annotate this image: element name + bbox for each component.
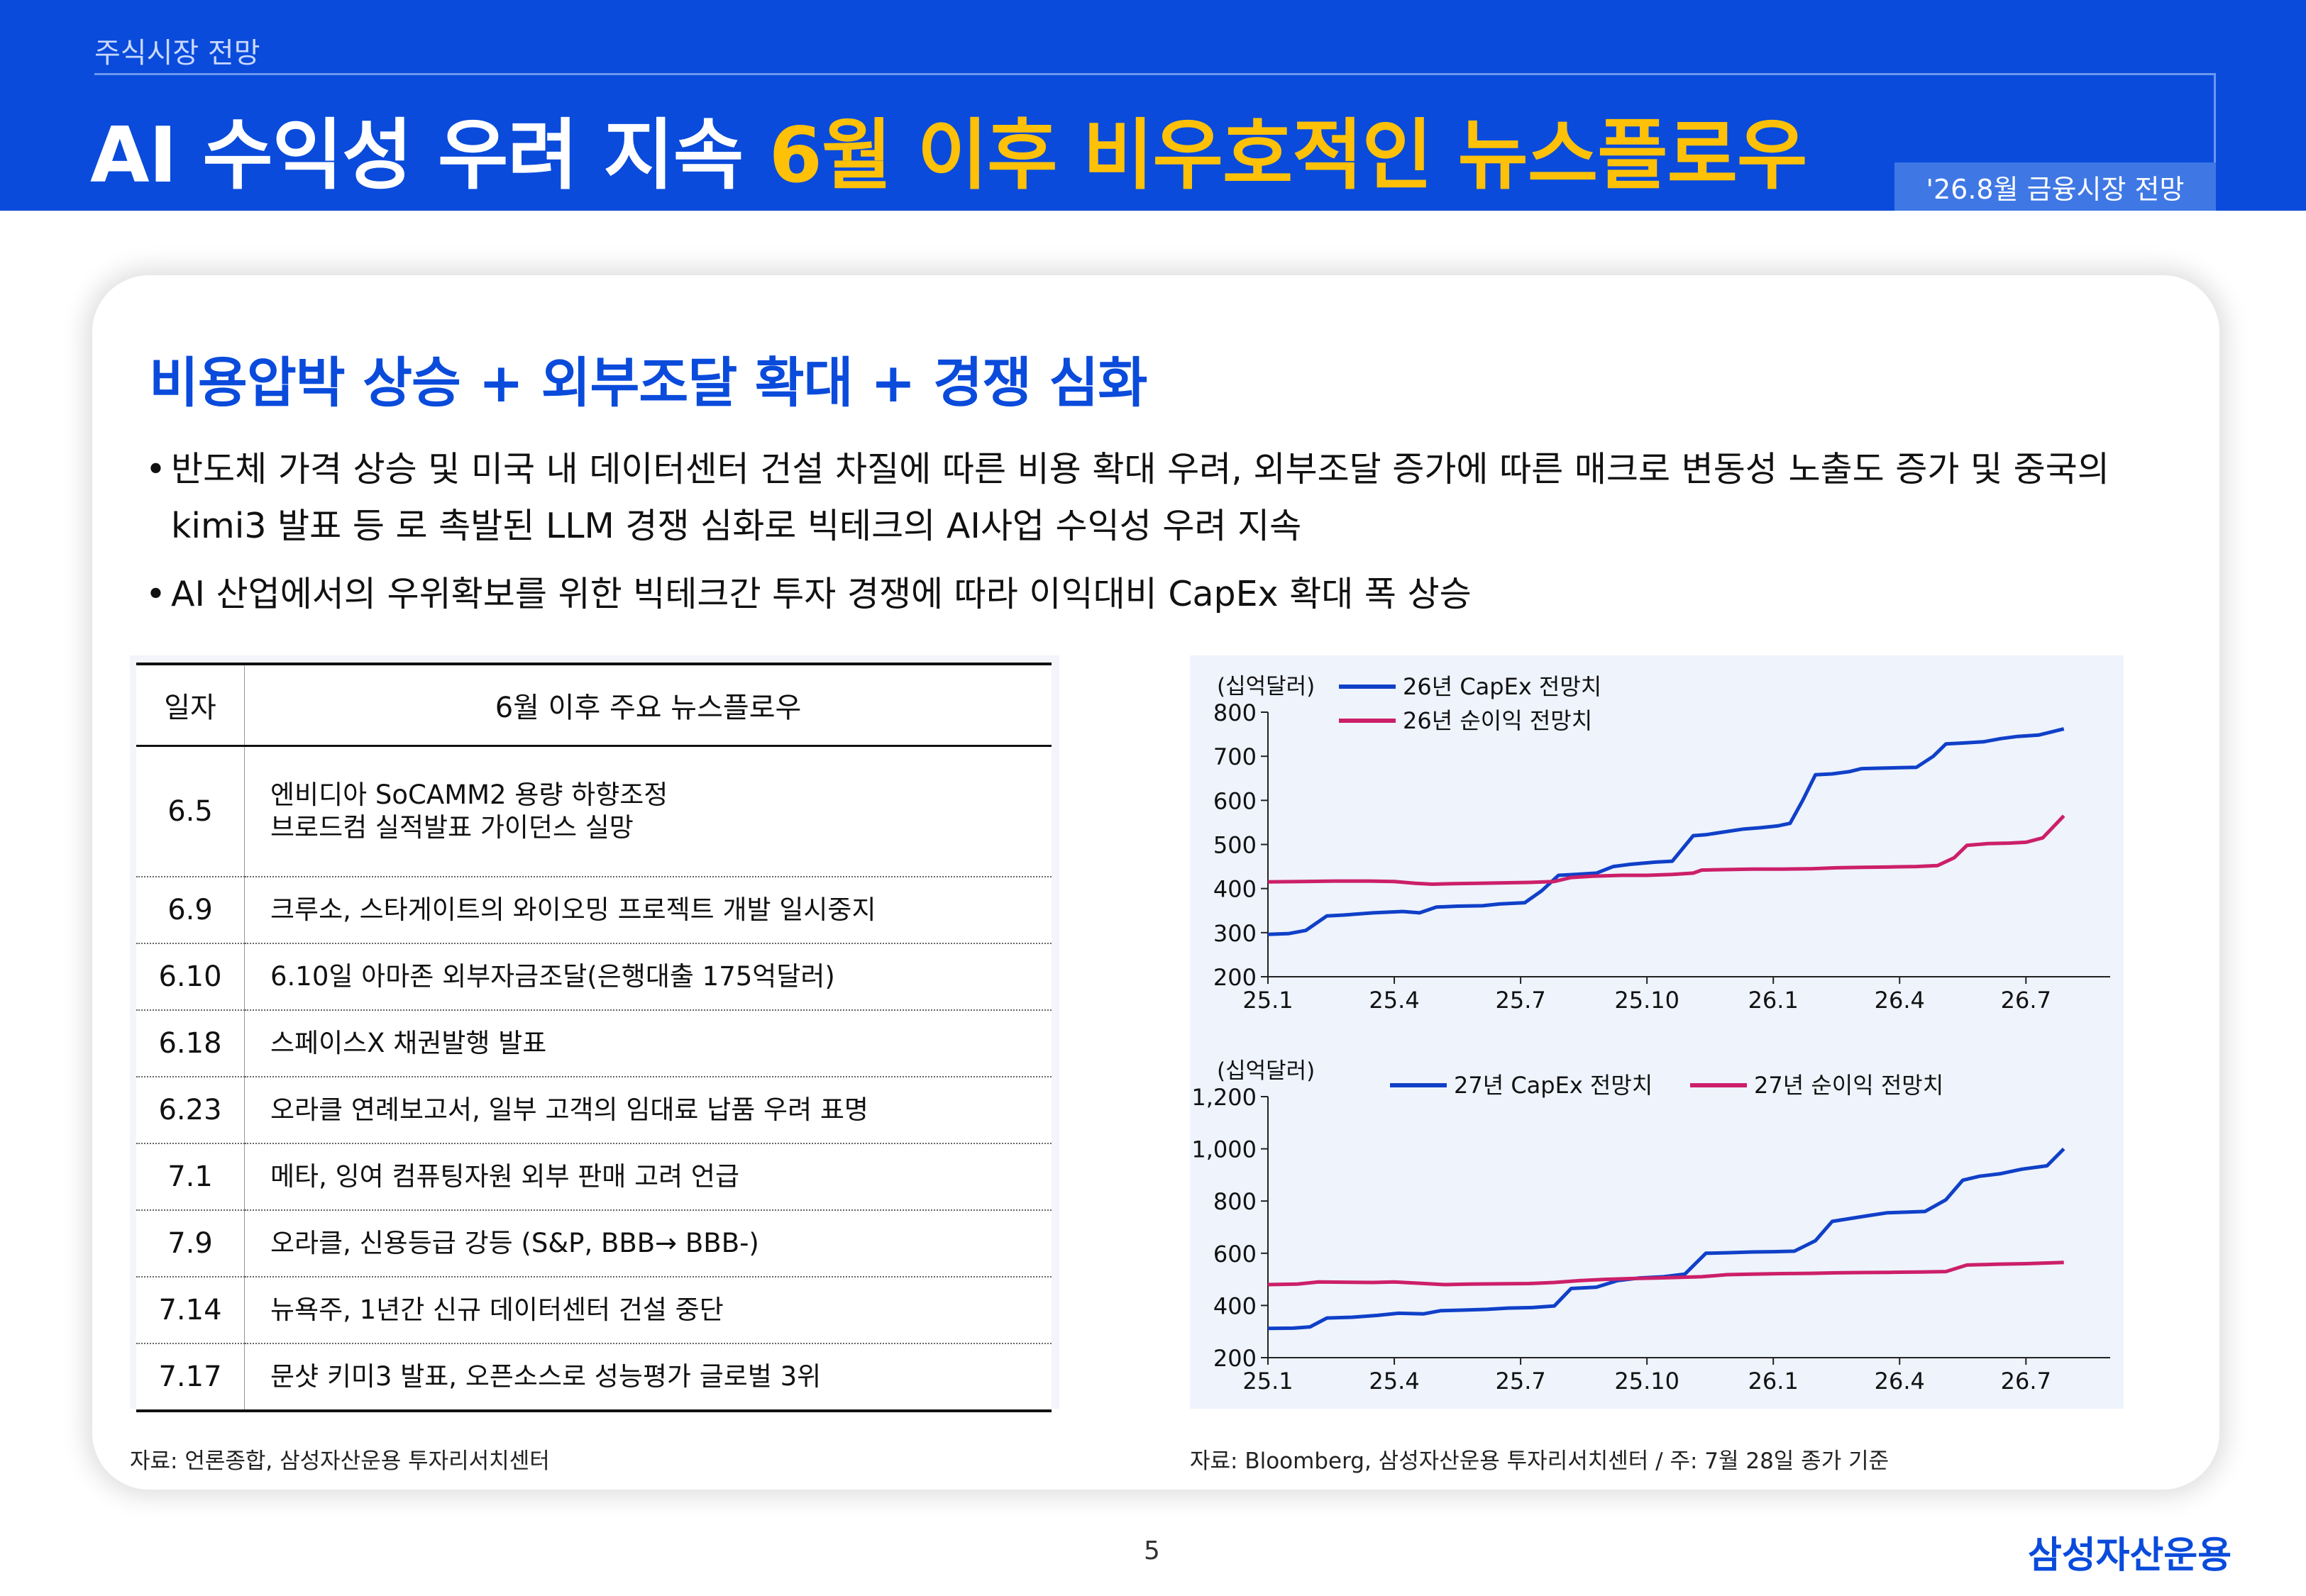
section-label: 주식시장 전망: [94, 37, 260, 70]
table-row: 7.9 오라클, 신용등급 강등 (S&P, BBB→ BBB-): [136, 1210, 1052, 1278]
row-date: 6.5: [136, 746, 245, 877]
table-row: 6.18 스페이스X 채권발행 발표: [136, 1010, 1052, 1077]
x-tick-label: 26.7: [2001, 987, 2051, 1014]
table-row: 6.5 엔비디아 SoCAMM2 용량 하향조정 브로드컴 실적발표 가이던스 …: [136, 746, 1052, 877]
header-divider: [94, 73, 2216, 75]
row-event: 오라클, 신용등급 강등 (S&P, BBB→ BBB-): [244, 1210, 1052, 1278]
x-tick-label: 26.4: [1875, 987, 1925, 1014]
y-tick-label: 300: [1213, 920, 1257, 947]
y-tick-label: 200: [1213, 1345, 1257, 1372]
row-event: 문샷 키미3 발표, 오픈소스로 성능평가 글로벌 3위: [244, 1343, 1052, 1412]
y-tick-label: 800: [1213, 699, 1257, 726]
header-divider-vertical: [2214, 73, 2216, 164]
company-logo: 삼성자산운용: [2028, 1534, 2232, 1577]
row-event: 오라클 연례보고서, 일부 고객의 임대료 납품 우려 표명: [244, 1077, 1052, 1144]
x-tick-label: 25.4: [1369, 1368, 1419, 1395]
y-tick-label: 500: [1213, 832, 1257, 859]
series-line: [1267, 1260, 2064, 1287]
row-date: 7.9: [136, 1210, 245, 1278]
row-event-line: 엔비디아 SoCAMM2 용량 하향조정: [270, 780, 668, 810]
table-header-row: 일자 6월 이후 주요 뉴스플로우: [136, 663, 1052, 747]
page-number: 5: [1144, 1536, 1160, 1565]
x-tick-label: 25.1: [1242, 987, 1293, 1014]
page-title-highlight: 6월 이후 비우호적인 뉴스플로우: [768, 111, 1808, 200]
legend-label: 26년 순이익 전망치: [1403, 707, 1592, 734]
bullet-item: 반도체 가격 상승 및 미국 내 데이터센터 건설 차질에 따른 비용 확대 우…: [145, 441, 2175, 555]
source-note-left: 자료: 언론종합, 삼성자산운용 투자리서치센터: [130, 1448, 550, 1474]
x-tick-label: 26.4: [1875, 1368, 1925, 1395]
table-row: 6.9 크루소, 스타게이트의 와이오밍 프로젝트 개발 일시중지: [136, 877, 1052, 944]
x-tick-label: 25.10: [1614, 1368, 1679, 1395]
y-tick-label: 200: [1213, 964, 1257, 991]
bullet-list: 반도체 가격 상승 및 미국 내 데이터센터 건설 차질에 따른 비용 확대 우…: [145, 441, 2175, 634]
column-header-news: 6월 이후 주요 뉴스플로우: [244, 663, 1052, 747]
section-headline: 비용압박 상승 + 외부조달 확대 + 경쟁 심화: [149, 351, 1147, 414]
y-tick-label: 400: [1213, 876, 1257, 903]
row-date: 6.18: [136, 1010, 245, 1077]
axis-unit-label: (십억달러): [1217, 1058, 1315, 1084]
series-line: [1267, 727, 2065, 936]
legend-label: 27년 순이익 전망치: [1754, 1072, 1943, 1099]
x-tick-label: 26.1: [1748, 987, 1799, 1014]
y-tick-label: 400: [1213, 1292, 1257, 1319]
row-date: 7.1: [136, 1143, 245, 1211]
source-note-right: 자료: Bloomberg, 삼성자산운용 투자리서치센터 / 주: 7월 28…: [1190, 1448, 1890, 1474]
legend-label: 26년 CapEx 전망치: [1403, 673, 1601, 700]
x-tick-label: 25.7: [1495, 987, 1545, 1014]
row-date: 7.14: [136, 1277, 245, 1344]
report-badge: '26.8월 금융시장 전망: [1894, 162, 2216, 211]
y-tick-label: 700: [1213, 743, 1257, 770]
y-tick-label: 600: [1213, 787, 1257, 814]
row-event: 6.10일 아마존 외부자금조달(은행대출 175억달러): [244, 943, 1052, 1011]
table-row: 6.23 오라클 연례보고서, 일부 고객의 임대료 납품 우려 표명: [136, 1077, 1052, 1144]
row-event: 스페이스X 채권발행 발표: [244, 1010, 1052, 1077]
capex-earnings-charts: 200 300 400 500 600 700 800 25.1 25.4 25.7 25.10 26…: [1191, 673, 2110, 1395]
row-date: 7.17: [136, 1343, 245, 1412]
row-event: 엔비디아 SoCAMM2 용량 하향조정 브로드컴 실적발표 가이던스 실망: [244, 746, 1052, 877]
y-tick-label: 800: [1213, 1188, 1257, 1215]
x-tick-label: 25.7: [1495, 1368, 1545, 1395]
page-title-main: AI 수익성 우려 지속: [90, 111, 744, 200]
y-tick-label: 1,200: [1191, 1084, 1257, 1111]
row-event: 크루소, 스타게이트의 와이오밍 프로젝트 개발 일시중지: [244, 877, 1052, 944]
x-tick-label: 26.1: [1748, 1368, 1799, 1395]
table-row: 7.1 메타, 잉여 컴퓨팅자원 외부 판매 고려 언급: [136, 1143, 1052, 1211]
header-bar: 주식시장 전망 AI 수익성 우려 지속 6월 이후 비우호적인 뉴스플로우 '…: [0, 0, 2306, 211]
page-title: AI 수익성 우려 지속 6월 이후 비우호적인 뉴스플로우: [90, 94, 1808, 204]
row-date: 6.10: [136, 943, 245, 1011]
series-line: [1267, 814, 2065, 886]
row-date: 6.23: [136, 1077, 245, 1144]
table-row: 7.17 문샷 키미3 발표, 오픈소스로 성능평가 글로벌 3위: [136, 1343, 1052, 1412]
row-event: 뉴욕주, 1년간 신규 데이터센터 건설 중단: [244, 1277, 1052, 1344]
table-row: 7.14 뉴욕주, 1년간 신규 데이터센터 건설 중단: [136, 1277, 1052, 1344]
axis-unit-label: (십억달러): [1217, 674, 1315, 699]
row-event: 메타, 잉여 컴퓨팅자원 외부 판매 고려 언급: [244, 1143, 1052, 1211]
row-event-line: 브로드컴 실적발표 가이던스 실망: [270, 812, 634, 843]
y-tick-label: 600: [1213, 1241, 1257, 1268]
x-tick-label: 26.7: [2001, 1368, 2051, 1395]
table-row: 6.10 6.10일 아마존 외부자금조달(은행대출 175억달러): [136, 943, 1052, 1011]
bullet-item: AI 산업에서의 우위확보를 위한 빅테크간 투자 경쟁에 따라 이익대비 Ca…: [145, 566, 2175, 623]
row-date: 6.9: [136, 877, 245, 944]
x-tick-label: 25.10: [1614, 987, 1679, 1014]
y-tick-label: 1,000: [1191, 1136, 1257, 1163]
x-tick-label: 25.1: [1242, 1368, 1293, 1395]
newsflow-table: 일자 6월 이후 주요 뉴스플로우 6.5 엔비디아 SoCAMM2 용량 하향…: [136, 663, 1052, 1412]
legend-label: 27년 CapEx 전망치: [1454, 1072, 1653, 1099]
series-line: [1267, 1147, 2065, 1331]
x-tick-label: 25.4: [1369, 987, 1419, 1014]
column-header-date: 일자: [136, 663, 245, 747]
